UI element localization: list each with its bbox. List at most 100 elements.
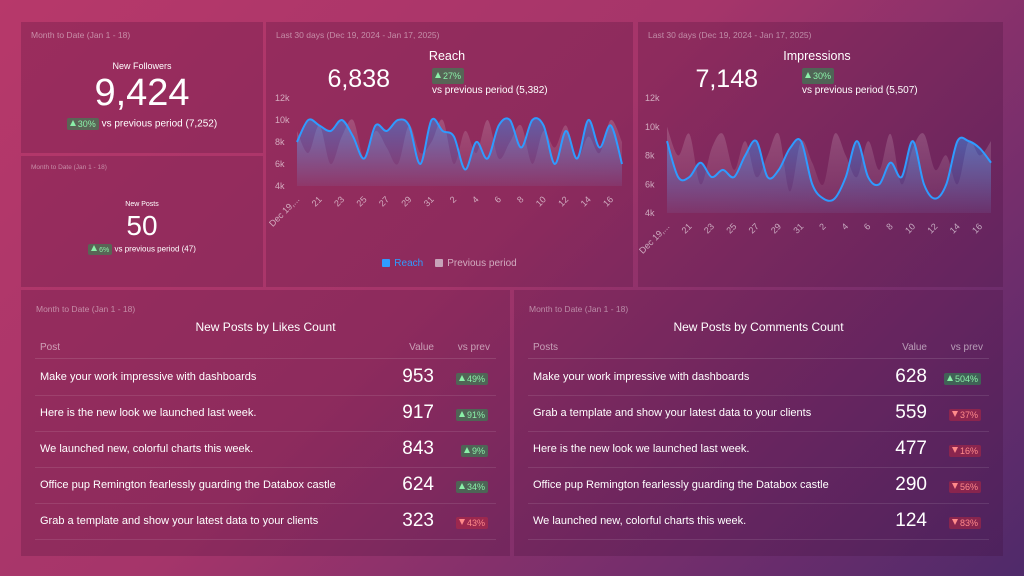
chart-panel: Last 30 days (Dec 19, 2024 - Jan 17, 202… bbox=[266, 22, 633, 287]
post-value: 124 bbox=[895, 510, 927, 531]
arrow-icon bbox=[805, 72, 811, 78]
post-value: 917 bbox=[402, 402, 434, 423]
kpi-change-line: 30% vs previous period (7,252) bbox=[21, 118, 263, 130]
change: 30% bbox=[813, 71, 832, 81]
y-tick-label: 8k bbox=[275, 137, 285, 147]
kpi-title: New Followers bbox=[112, 61, 172, 71]
change-cell: 504% bbox=[943, 370, 981, 388]
column-header: Post bbox=[40, 342, 61, 353]
change: 37% bbox=[959, 409, 978, 420]
post-title: Office pup Remington fearlessly guarding… bbox=[40, 479, 336, 491]
post-value: 290 bbox=[895, 474, 927, 495]
post-value: 477 bbox=[895, 438, 927, 459]
x-tick-label: 8 bbox=[515, 194, 526, 205]
x-tick-label: 4 bbox=[840, 221, 851, 232]
change-badge: 16% bbox=[948, 444, 981, 457]
y-tick-label: 4k bbox=[275, 181, 285, 191]
arrow-icon bbox=[435, 72, 441, 78]
table-row: We launched new, colorful charts this we… bbox=[35, 431, 496, 468]
change-badge: 30% bbox=[802, 68, 835, 84]
change: 91% bbox=[466, 409, 485, 420]
arrow-icon bbox=[458, 518, 465, 525]
kpi-value: 50 bbox=[126, 210, 158, 241]
legend-checkbox bbox=[382, 259, 391, 267]
change-cell: 56% bbox=[948, 478, 981, 496]
kpi-value: 9,424 bbox=[94, 72, 190, 114]
y-tick-label: 6k bbox=[645, 179, 655, 189]
change-badge: 27% bbox=[432, 68, 465, 84]
change: 30% bbox=[77, 119, 96, 129]
x-tick-label: 25 bbox=[355, 194, 369, 208]
y-tick-label: 10k bbox=[275, 115, 290, 125]
period: Month to Date (Jan 1 - 18) bbox=[36, 304, 136, 314]
x-tick-label: Dec 19,... bbox=[267, 194, 301, 228]
change: 6% bbox=[99, 247, 110, 254]
column-header: Value bbox=[409, 342, 434, 353]
change-cell: 34% bbox=[455, 478, 488, 496]
column-header: Value bbox=[902, 342, 927, 353]
table-row: Here is the new look we launched last we… bbox=[35, 395, 496, 432]
change-cell: 37% bbox=[948, 406, 981, 424]
x-tick-label: 6 bbox=[862, 221, 873, 232]
table-row: Office pup Remington fearlessly guarding… bbox=[528, 467, 989, 504]
x-tick-label: 21 bbox=[310, 194, 324, 208]
change-cell: 91% bbox=[455, 406, 488, 424]
kpi-panel: Month to Date (Jan 1 - 18) New Followers… bbox=[21, 22, 263, 153]
post-value: 559 bbox=[895, 402, 927, 423]
chart-title: Reach bbox=[428, 49, 466, 63]
arrow-icon bbox=[951, 518, 958, 525]
change: 16% bbox=[959, 445, 978, 456]
x-tick-label: 31 bbox=[791, 221, 805, 235]
table-header: Posts Value vs prev bbox=[528, 340, 989, 359]
chart: 4k 6k 8k 10k 12k Dec 19,... 21 23 25 27 29 31 2 4 6 8 10… bbox=[638, 93, 992, 256]
change-badge: 49% bbox=[455, 372, 488, 385]
change-cell: 16% bbox=[948, 442, 981, 460]
kpi-change-line: 6% vs previous period (47) bbox=[21, 244, 263, 255]
table-title: New Posts by Comments Count bbox=[673, 320, 844, 334]
period: Month to Date (Jan 1 - 18) bbox=[529, 304, 629, 314]
change-badge: 504% bbox=[943, 372, 981, 385]
change-badge: 56% bbox=[948, 480, 981, 493]
post-title: Here is the new look we launched last we… bbox=[40, 407, 257, 419]
x-tick-label: 27 bbox=[747, 221, 761, 235]
table-row: Office pup Remington fearlessly guarding… bbox=[35, 467, 496, 504]
x-tick-label: 8 bbox=[884, 221, 895, 232]
change-badge: 83% bbox=[948, 516, 981, 529]
area bbox=[667, 137, 991, 213]
x-tick-label: 2 bbox=[817, 221, 828, 232]
x-tick-label: 23 bbox=[332, 194, 346, 208]
chart-panel: Last 30 days (Dec 19, 2024 - Jan 17, 202… bbox=[638, 22, 1003, 287]
y-tick-label: 10k bbox=[645, 122, 660, 132]
y-tick-label: 4k bbox=[645, 208, 655, 218]
x-tick-label: 29 bbox=[399, 194, 413, 208]
post-title: Make your work impressive with dashboard… bbox=[533, 371, 750, 383]
x-tick-label: 10 bbox=[534, 194, 548, 208]
table-row: Make your work impressive with dashboard… bbox=[35, 359, 496, 396]
x-tick-label: 4 bbox=[470, 194, 481, 205]
period: Month to Date (Jan 1 - 18) bbox=[31, 30, 131, 40]
period: Last 30 days (Dec 19, 2024 - Jan 17, 202… bbox=[648, 30, 812, 40]
change: 49% bbox=[466, 373, 485, 384]
comparison: vs previous period (7,252) bbox=[101, 118, 218, 130]
comparison: vs previous period (5,382) bbox=[432, 85, 548, 96]
x-tick-label: Dec 19,... bbox=[638, 221, 671, 255]
change: 56% bbox=[959, 481, 978, 492]
change: 27% bbox=[443, 71, 462, 81]
change-block: 30% vs previous period (5,507) bbox=[802, 68, 918, 98]
change: 34% bbox=[466, 481, 485, 492]
x-tick-label: 12 bbox=[556, 194, 570, 208]
period: Last 30 days (Dec 19, 2024 - Jan 17, 202… bbox=[276, 30, 440, 40]
table-row: We launched new, colorful charts this we… bbox=[528, 503, 989, 540]
change-cell: 9% bbox=[460, 442, 488, 460]
change-cell: 49% bbox=[455, 370, 488, 388]
change: 43% bbox=[466, 517, 485, 528]
y-tick-label: 6k bbox=[275, 159, 285, 169]
post-value: 624 bbox=[402, 474, 434, 495]
x-tick-label: 25 bbox=[724, 221, 738, 235]
post-title: Make your work impressive with dashboard… bbox=[40, 371, 257, 383]
x-tick-label: 27 bbox=[377, 194, 391, 208]
change-badge: 91% bbox=[455, 408, 488, 421]
x-tick-label: 6 bbox=[493, 194, 504, 205]
y-tick-label: 8k bbox=[645, 151, 655, 161]
change-cell: 83% bbox=[948, 514, 981, 532]
